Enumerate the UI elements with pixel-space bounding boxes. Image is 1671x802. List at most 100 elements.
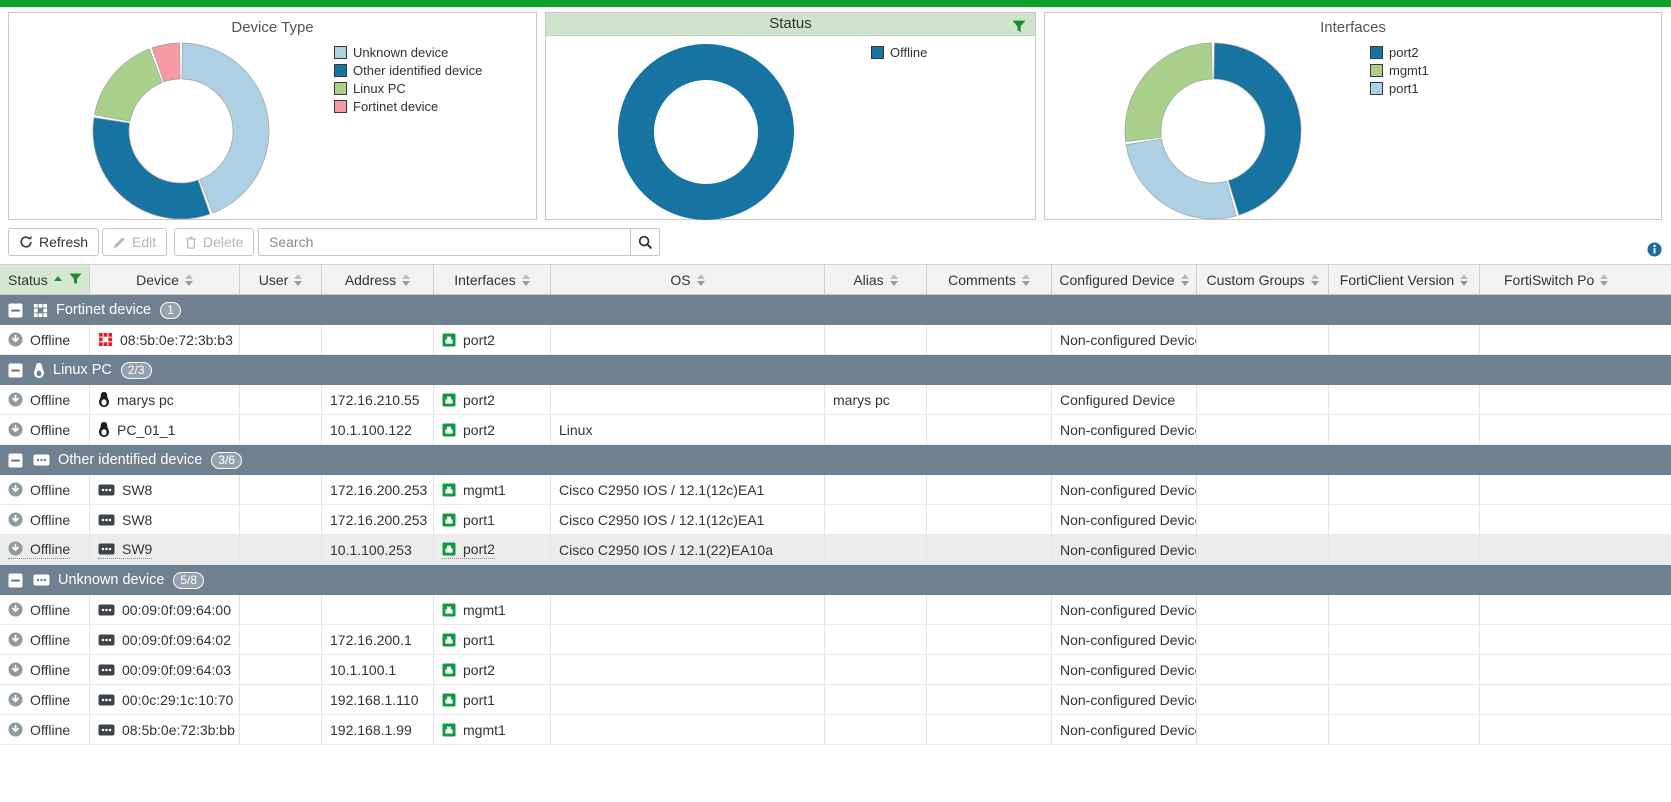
offline-status-icon bbox=[8, 332, 23, 347]
cell-fortiswitch-port bbox=[1480, 415, 1671, 445]
cell-address: 10.1.100.253 bbox=[322, 535, 434, 565]
group-row[interactable]: Fortinet device 1 bbox=[0, 295, 1671, 325]
offline-status-icon bbox=[8, 722, 23, 737]
collapse-icon[interactable] bbox=[8, 453, 23, 468]
column-header-status[interactable]: Status bbox=[0, 265, 90, 294]
device-type-donut-chart[interactable] bbox=[9, 13, 349, 221]
table-row[interactable]: Offline 08:5b:0e:72:3b:bb 192.168.1.99 m… bbox=[0, 715, 1671, 745]
cell-address bbox=[322, 325, 434, 355]
column-header-alias[interactable]: Alias bbox=[825, 265, 927, 294]
cell-os: Cisco C2950 IOS / 12.1(12c)EA1 bbox=[551, 505, 825, 535]
cell-forticlient-version bbox=[1329, 505, 1480, 535]
cell-os bbox=[551, 655, 825, 685]
column-label: User bbox=[258, 271, 289, 288]
cell-user bbox=[240, 325, 322, 355]
cell-status: Offline bbox=[0, 535, 90, 565]
column-header-address[interactable]: Address bbox=[322, 265, 434, 294]
offline-status-icon bbox=[8, 512, 23, 527]
status-legend: Offline bbox=[871, 45, 927, 63]
column-header-fortiswitch[interactable]: FortiSwitch Po bbox=[1480, 265, 1671, 294]
cell-user bbox=[240, 505, 322, 535]
column-header-interfaces[interactable]: Interfaces bbox=[434, 265, 551, 294]
interface-port-icon bbox=[442, 663, 456, 676]
switch-device-icon bbox=[98, 604, 115, 615]
cell-interfaces: port1 bbox=[434, 685, 551, 715]
group-row[interactable]: Other identified device 3/6 bbox=[0, 445, 1671, 475]
trash-icon bbox=[186, 236, 196, 249]
cell-os: Cisco C2950 IOS / 12.1(12c)EA1 bbox=[551, 475, 825, 505]
cell-os bbox=[551, 715, 825, 745]
column-label: Device bbox=[136, 271, 179, 288]
legend-label: Unknown device bbox=[353, 44, 449, 60]
sort-icons bbox=[1600, 273, 1609, 286]
filter-funnel-icon[interactable] bbox=[1012, 18, 1026, 40]
table-row[interactable]: Offline 08:5b:0e:72:3b:b3 port2 Non-conf… bbox=[0, 325, 1671, 355]
column-header-forticlient[interactable]: FortiClient Version bbox=[1329, 265, 1480, 294]
cell-device: SW8 bbox=[90, 505, 240, 535]
status-chart-panel: Status Offline bbox=[545, 12, 1036, 220]
column-label: Alias bbox=[853, 271, 884, 288]
sort-icons bbox=[1180, 273, 1189, 286]
column-header-device[interactable]: Device bbox=[90, 265, 240, 294]
cell-forticlient-version bbox=[1329, 385, 1480, 415]
interfaces-legend: port2 mgmt1 port1 bbox=[1370, 45, 1429, 99]
status-donut-chart[interactable] bbox=[546, 13, 886, 221]
collapse-icon[interactable] bbox=[8, 573, 23, 588]
cell-comments bbox=[927, 385, 1052, 415]
search-input[interactable] bbox=[259, 229, 630, 255]
cell-custom-groups bbox=[1197, 505, 1329, 535]
legend-swatch bbox=[1370, 81, 1383, 95]
table-row[interactable]: Offline PC_01_1 10.1.100.122 port2 Linux… bbox=[0, 415, 1671, 445]
interfaces-chart-title: Interfaces bbox=[1320, 19, 1386, 36]
table-row[interactable]: Offline SW9 10.1.100.253 port2 Cisco C29… bbox=[0, 535, 1671, 565]
sort-icons bbox=[521, 273, 530, 286]
info-icon[interactable] bbox=[1647, 242, 1662, 260]
column-header-comments[interactable]: Comments bbox=[927, 265, 1052, 294]
table-row[interactable]: Offline 00:09:0f:09:64:03 10.1.100.1 por… bbox=[0, 655, 1671, 685]
collapse-icon[interactable] bbox=[8, 303, 23, 318]
cell-comments bbox=[927, 415, 1052, 445]
cell-forticlient-version bbox=[1329, 475, 1480, 505]
column-header-user[interactable]: User bbox=[240, 265, 322, 294]
table-row[interactable]: Offline 00:0c:29:1c:10:70 192.168.1.110 … bbox=[0, 685, 1671, 715]
legend-swatch bbox=[334, 45, 347, 59]
column-label: FortiClient Version bbox=[1339, 271, 1455, 288]
cell-comments bbox=[927, 325, 1052, 355]
cell-configured-device: Non-configured Device bbox=[1052, 655, 1197, 685]
group-row[interactable]: Unknown device 5/8 bbox=[0, 565, 1671, 595]
filter-funnel-icon bbox=[69, 273, 82, 284]
table-row[interactable]: Offline 00:09:0f:09:64:02 172.16.200.1 p… bbox=[0, 625, 1671, 655]
legend-item: Linux PC bbox=[334, 81, 482, 96]
table-row[interactable]: Offline SW8 172.16.200.253 port1 Cisco C… bbox=[0, 505, 1671, 535]
cell-alias bbox=[825, 625, 927, 655]
sort-asc-icon bbox=[53, 276, 62, 281]
cell-os bbox=[551, 625, 825, 655]
cell-forticlient-version bbox=[1329, 535, 1480, 565]
column-header-custom_groups[interactable]: Custom Groups bbox=[1197, 265, 1329, 294]
table-row[interactable]: Offline 00:09:0f:09:64:00 mgmt1 Non-conf… bbox=[0, 595, 1671, 625]
interface-port-icon bbox=[442, 393, 456, 406]
cell-custom-groups bbox=[1197, 415, 1329, 445]
column-header-configured[interactable]: Configured Device bbox=[1052, 265, 1197, 294]
edit-button[interactable]: Edit bbox=[102, 228, 168, 256]
cell-comments bbox=[927, 685, 1052, 715]
table-row[interactable]: Offline SW8 172.16.200.253 mgmt1 Cisco C… bbox=[0, 475, 1671, 505]
refresh-button[interactable]: Refresh bbox=[8, 228, 100, 256]
switch-device-icon bbox=[98, 694, 115, 705]
column-header-os[interactable]: OS bbox=[551, 265, 825, 294]
group-row[interactable]: Linux PC 2/3 bbox=[0, 355, 1671, 385]
delete-button[interactable]: Delete bbox=[174, 228, 255, 256]
cell-interfaces: mgmt1 bbox=[434, 595, 551, 625]
cell-address: 172.16.200.253 bbox=[322, 505, 434, 535]
search-button[interactable] bbox=[630, 229, 659, 255]
cell-forticlient-version bbox=[1329, 625, 1480, 655]
interfaces-chart-panel: Interfaces port2 mgmt1 port1 bbox=[1044, 12, 1662, 220]
interfaces-donut-chart[interactable] bbox=[1045, 13, 1385, 221]
cell-interfaces: port2 bbox=[434, 655, 551, 685]
table-row[interactable]: Offline marys pc 172.16.210.55 port2 mar… bbox=[0, 385, 1671, 415]
collapse-icon[interactable] bbox=[8, 363, 23, 378]
group-label: Fortinet device bbox=[56, 302, 152, 318]
sort-icons bbox=[1021, 273, 1030, 286]
top-accent-bar bbox=[0, 0, 1671, 7]
cell-forticlient-version bbox=[1329, 415, 1480, 445]
